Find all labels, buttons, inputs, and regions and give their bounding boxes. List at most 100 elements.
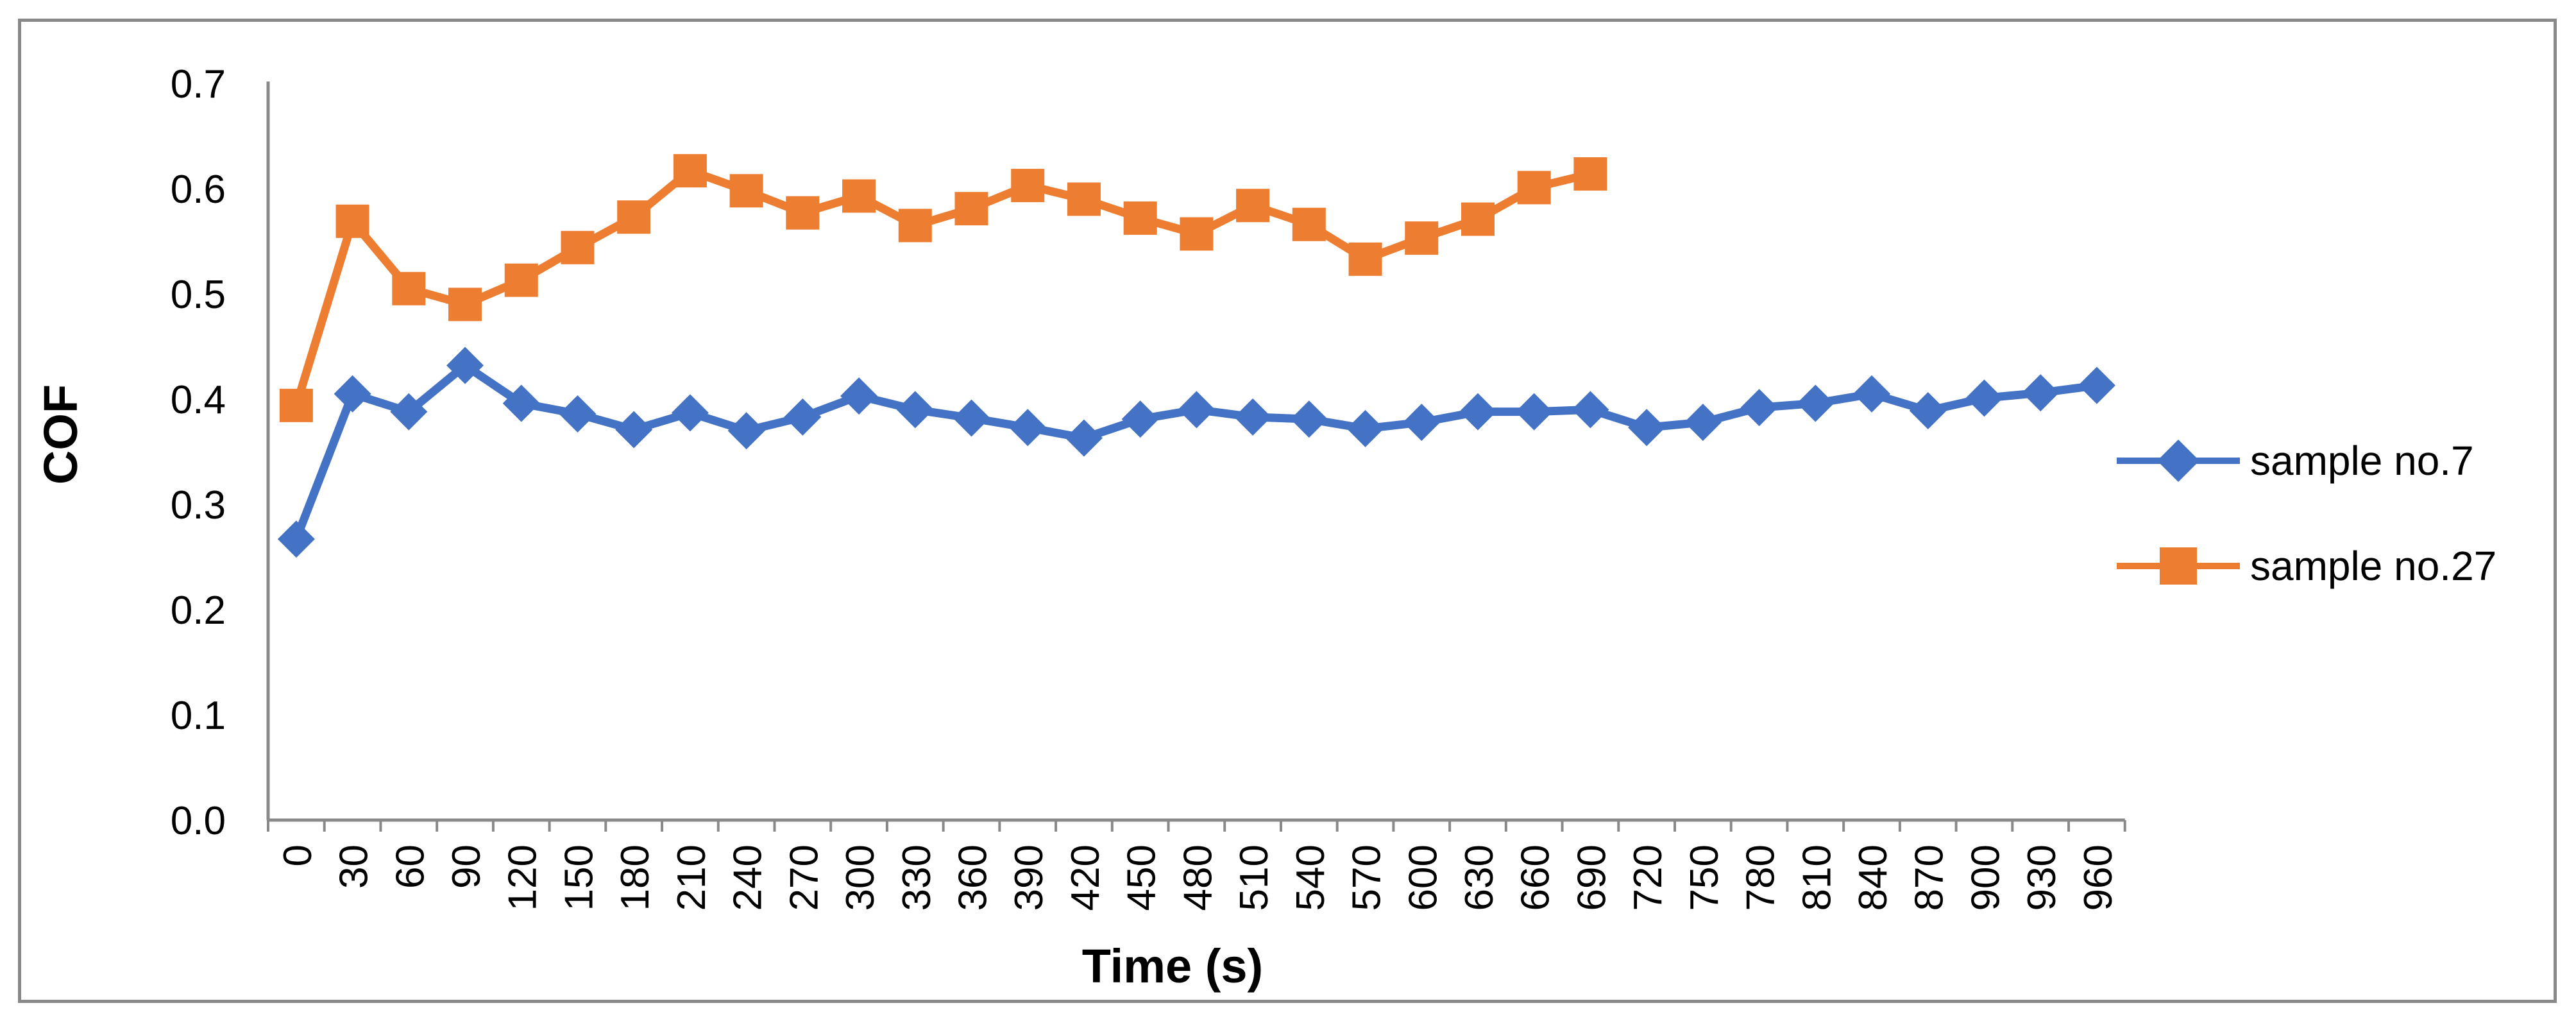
data-point-diamond xyxy=(1459,393,1496,431)
data-point-square xyxy=(842,179,876,213)
data-point-square xyxy=(617,200,651,234)
legend-label-sample-no7: sample no.7 xyxy=(2250,438,2474,484)
data-point-diamond xyxy=(502,384,540,422)
x-tick-label: 870 xyxy=(1908,844,1952,911)
data-point-square xyxy=(1067,182,1101,216)
data-point-diamond xyxy=(2078,366,2115,404)
data-point-square xyxy=(1405,221,1439,255)
x-tick-label: 330 xyxy=(895,844,939,911)
series-line-square xyxy=(292,166,1595,410)
data-point-diamond xyxy=(277,520,315,558)
data-point-diamond xyxy=(334,375,371,413)
data-point-diamond xyxy=(1346,409,1384,447)
data-point-diamond xyxy=(1178,391,1216,429)
data-point-diamond xyxy=(1065,419,1103,457)
data-point-square xyxy=(1011,169,1045,203)
legend-item-sample-no7: sample no.7 xyxy=(2114,431,2563,490)
y-tick-label: 0.6 xyxy=(171,167,226,212)
y-tick-label: 0.1 xyxy=(171,694,226,738)
y-tick-label: 0.2 xyxy=(171,588,226,633)
x-tick-label: 690 xyxy=(1570,844,1614,911)
data-point-square xyxy=(335,204,369,238)
data-point-square xyxy=(954,192,988,226)
x-tick-label: 60 xyxy=(388,844,432,889)
data-point-diamond xyxy=(1572,391,1609,429)
x-tick-label: 180 xyxy=(613,844,657,911)
data-point-diamond xyxy=(559,395,597,433)
data-point-diamond xyxy=(671,394,709,432)
x-tick-label: 600 xyxy=(1401,844,1445,911)
data-point-square xyxy=(729,174,763,208)
x-tick-label: 90 xyxy=(445,844,489,889)
data-point-diamond xyxy=(896,391,934,429)
x-tick-label: 420 xyxy=(1063,844,1108,911)
x-tick-label: 960 xyxy=(2076,844,2121,911)
data-point-diamond xyxy=(1797,384,1835,422)
x-tick-label: 270 xyxy=(782,844,826,911)
x-tick-label: 0 xyxy=(276,844,320,866)
x-tick-label: 210 xyxy=(670,844,714,911)
x-tick-label: 390 xyxy=(1007,844,1051,911)
legend: sample no.7 sample no.27 xyxy=(2114,431,2563,642)
data-point-square xyxy=(1348,242,1382,276)
x-tick-label: 660 xyxy=(1514,844,1558,911)
x-tick-label: 750 xyxy=(1682,844,1727,911)
y-tick-label: 0.5 xyxy=(171,273,226,317)
data-point-square xyxy=(1180,217,1214,251)
data-point-diamond xyxy=(1121,400,1159,438)
data-point-diamond xyxy=(446,347,484,384)
data-point-square xyxy=(786,196,820,230)
x-tick-label: 840 xyxy=(1851,844,1895,911)
data-point-square xyxy=(392,271,426,305)
x-tick-label: 300 xyxy=(838,844,883,911)
x-tick-label: 360 xyxy=(951,844,996,911)
data-point-diamond xyxy=(1234,398,1272,436)
data-point-square xyxy=(504,263,538,297)
data-point-square xyxy=(898,209,932,243)
x-tick-label: 810 xyxy=(1795,844,1839,911)
y-tick-label: 0.3 xyxy=(171,483,226,527)
x-tick-label: 450 xyxy=(1120,844,1164,911)
legend-square-marker-icon xyxy=(2117,547,2240,585)
y-tick-label: 0.0 xyxy=(171,799,226,843)
y-tick-label: 0.7 xyxy=(171,62,226,107)
data-point-square xyxy=(673,154,707,188)
data-point-diamond xyxy=(784,398,822,436)
data-point-square xyxy=(1123,201,1157,235)
x-tick-label: 30 xyxy=(332,844,377,889)
data-point-diamond xyxy=(1290,400,1328,438)
data-point-diamond xyxy=(1515,393,1553,431)
data-point-square xyxy=(1461,202,1495,236)
data-point-diamond xyxy=(1009,409,1047,447)
legend-diamond-marker-icon xyxy=(2117,440,2240,482)
x-tick-label: 540 xyxy=(1289,844,1333,911)
data-point-diamond xyxy=(1909,392,1947,430)
x-tick-label: 570 xyxy=(1345,844,1389,911)
data-point-diamond xyxy=(727,412,765,450)
data-point-square xyxy=(448,287,482,321)
data-point-diamond xyxy=(1628,409,1666,447)
data-point-square xyxy=(279,388,313,422)
data-point-diamond xyxy=(390,393,428,431)
legend-item-sample-no27: sample no.27 xyxy=(2114,536,2563,595)
data-point-diamond xyxy=(2022,374,2060,412)
data-point-square xyxy=(1292,207,1326,241)
x-tick-label: 780 xyxy=(1739,844,1783,911)
x-tick-label: 510 xyxy=(1232,844,1276,911)
data-point-diamond xyxy=(840,377,878,415)
data-point-square xyxy=(1517,171,1551,205)
legend-label-sample-no27: sample no.27 xyxy=(2250,543,2497,589)
x-tick-label: 630 xyxy=(1457,844,1502,911)
x-tick-label: 240 xyxy=(726,844,770,911)
x-tick-label: 480 xyxy=(1176,844,1220,911)
data-point-diamond xyxy=(1853,375,1891,413)
x-tick-label: 930 xyxy=(2020,844,2064,911)
chart-border-frame xyxy=(18,19,2557,1003)
data-point-square xyxy=(1236,189,1270,223)
data-point-diamond xyxy=(1403,404,1441,441)
data-point-diamond xyxy=(1684,404,1722,441)
data-point-square xyxy=(561,230,595,264)
data-point-diamond xyxy=(1965,379,2003,417)
x-tick-label: 150 xyxy=(557,844,601,911)
